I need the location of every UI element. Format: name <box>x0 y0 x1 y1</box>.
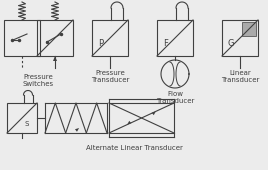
Polygon shape <box>152 111 156 115</box>
Polygon shape <box>53 56 57 61</box>
Polygon shape <box>127 121 131 125</box>
Polygon shape <box>75 128 79 132</box>
Text: Pressure
Transducer: Pressure Transducer <box>91 70 129 83</box>
Text: Flow
Transducer: Flow Transducer <box>156 91 194 104</box>
Text: F: F <box>163 38 168 47</box>
Text: S: S <box>25 121 29 127</box>
Text: G: G <box>228 38 234 47</box>
Text: Linear
Transducer: Linear Transducer <box>221 70 259 83</box>
Text: Alternate Linear Transducer: Alternate Linear Transducer <box>85 145 183 151</box>
Text: Pressure
Switches: Pressure Switches <box>23 74 54 87</box>
Polygon shape <box>242 22 256 36</box>
Text: P: P <box>98 38 103 47</box>
